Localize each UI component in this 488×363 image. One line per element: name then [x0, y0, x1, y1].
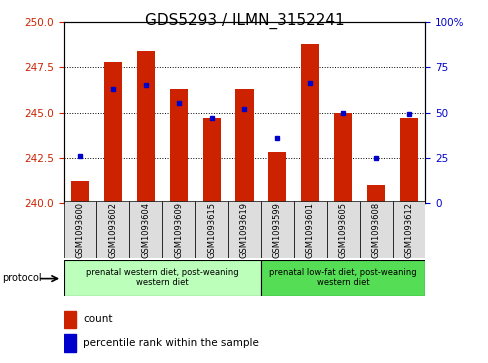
Bar	[103, 62, 122, 203]
Bar	[399, 118, 417, 203]
Text: GSM1093609: GSM1093609	[174, 201, 183, 258]
Bar	[96, 201, 129, 258]
Text: count: count	[83, 314, 113, 324]
Bar	[333, 113, 351, 203]
Bar	[268, 152, 286, 203]
Text: GSM1093612: GSM1093612	[404, 201, 413, 258]
Bar	[137, 51, 155, 203]
Bar	[235, 89, 253, 203]
Text: GDS5293 / ILMN_3152241: GDS5293 / ILMN_3152241	[144, 13, 344, 29]
Bar	[63, 260, 261, 296]
Text: GSM1093605: GSM1093605	[338, 201, 347, 258]
Bar	[169, 89, 187, 203]
Bar	[326, 201, 359, 258]
Bar	[261, 201, 293, 258]
Text: GSM1093608: GSM1093608	[371, 201, 380, 258]
Bar	[71, 182, 89, 203]
Text: GSM1093604: GSM1093604	[141, 201, 150, 258]
Text: GSM1093602: GSM1093602	[108, 201, 117, 258]
Bar	[162, 201, 195, 258]
Bar	[202, 118, 220, 203]
Text: GSM1093619: GSM1093619	[240, 201, 248, 258]
Bar	[392, 201, 425, 258]
Bar	[195, 201, 227, 258]
Bar	[227, 201, 261, 258]
Bar	[63, 311, 76, 328]
Text: protocol: protocol	[2, 273, 42, 284]
Text: prenatal low-fat diet, post-weaning
western diet: prenatal low-fat diet, post-weaning west…	[269, 268, 416, 287]
Text: GSM1093600: GSM1093600	[75, 201, 84, 258]
Bar	[63, 334, 76, 352]
Bar	[261, 260, 425, 296]
Bar	[63, 201, 96, 258]
Bar	[366, 185, 385, 203]
Bar	[293, 201, 326, 258]
Text: GSM1093615: GSM1093615	[207, 201, 216, 258]
Bar	[129, 201, 162, 258]
Text: prenatal western diet, post-weaning
western diet: prenatal western diet, post-weaning west…	[86, 268, 238, 287]
Bar	[359, 201, 392, 258]
Bar	[301, 44, 319, 203]
Text: GSM1093599: GSM1093599	[272, 202, 281, 257]
Text: GSM1093601: GSM1093601	[305, 201, 314, 258]
Text: percentile rank within the sample: percentile rank within the sample	[83, 338, 259, 348]
